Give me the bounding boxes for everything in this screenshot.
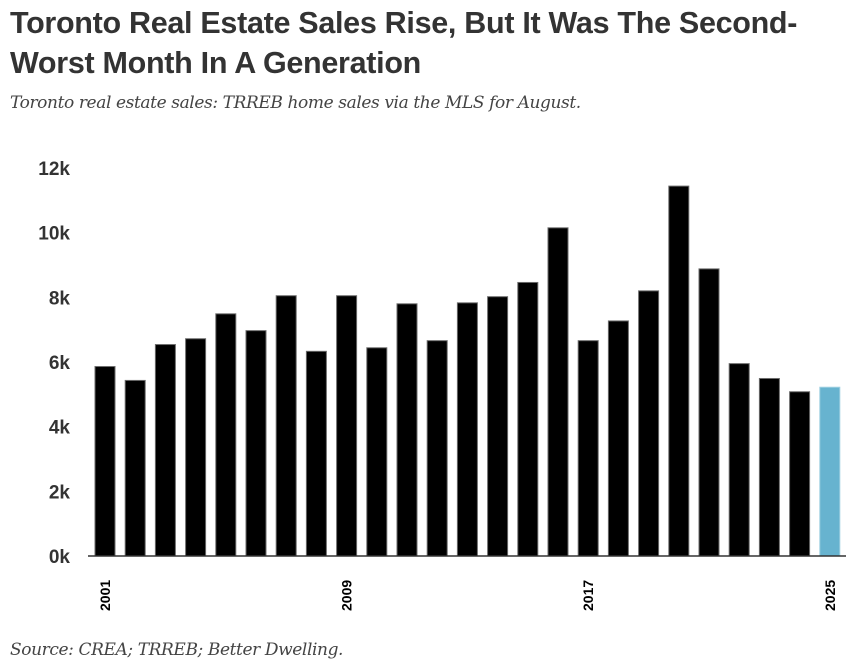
- bar-2008: [305, 350, 327, 557]
- bar-2014: [487, 296, 509, 557]
- x-tick-label: 2025: [822, 580, 838, 611]
- chart-title: Toronto Real Estate Sales Rise, But It W…: [10, 6, 798, 80]
- bar-2011: [396, 303, 418, 557]
- bar-2009: [336, 295, 358, 557]
- bar-2013: [456, 302, 478, 557]
- bar-2018: [607, 320, 629, 557]
- bar-2010: [366, 347, 388, 557]
- chart-subtitle: Toronto real estate sales: TRREB home sa…: [10, 93, 581, 113]
- y-tick-label: 12k: [38, 159, 70, 180]
- source-note: Source: CREA; TRREB; Better Dwelling.: [10, 640, 344, 660]
- bar-2019: [638, 290, 660, 557]
- bar-2024: [789, 391, 811, 557]
- x-tick-label: 2017: [580, 580, 596, 611]
- y-axis: 0k 2k 4k 6k 8k 10k 12k: [38, 159, 70, 568]
- bar-2017: [577, 340, 599, 557]
- bar-2022: [728, 363, 750, 557]
- y-tick-label: 0k: [49, 547, 71, 568]
- bar-2007: [275, 295, 297, 557]
- bar-2025: [819, 386, 841, 557]
- y-tick-label: 2k: [49, 482, 71, 503]
- x-axis: 2001 2009 2017 2025: [97, 580, 838, 611]
- bar-2002: [124, 379, 146, 557]
- bar-2003: [154, 344, 176, 557]
- bar-2021: [698, 268, 720, 557]
- y-tick-label: 4k: [49, 418, 71, 439]
- bar-2020: [668, 185, 690, 557]
- y-tick-label: 10k: [38, 224, 70, 245]
- bar-2023: [758, 377, 780, 557]
- bar-2016: [547, 227, 569, 557]
- bars: [94, 185, 841, 557]
- bar-2005: [215, 313, 237, 557]
- bar-2004: [185, 338, 207, 557]
- y-tick-label: 6k: [49, 353, 71, 374]
- x-tick-label: 2009: [339, 580, 355, 611]
- bar-2001: [94, 366, 116, 557]
- bar-2006: [245, 330, 267, 557]
- bar-2012: [426, 340, 448, 557]
- y-tick-label: 8k: [49, 288, 71, 309]
- bar-2015: [517, 281, 539, 557]
- x-tick-label: 2001: [97, 580, 113, 611]
